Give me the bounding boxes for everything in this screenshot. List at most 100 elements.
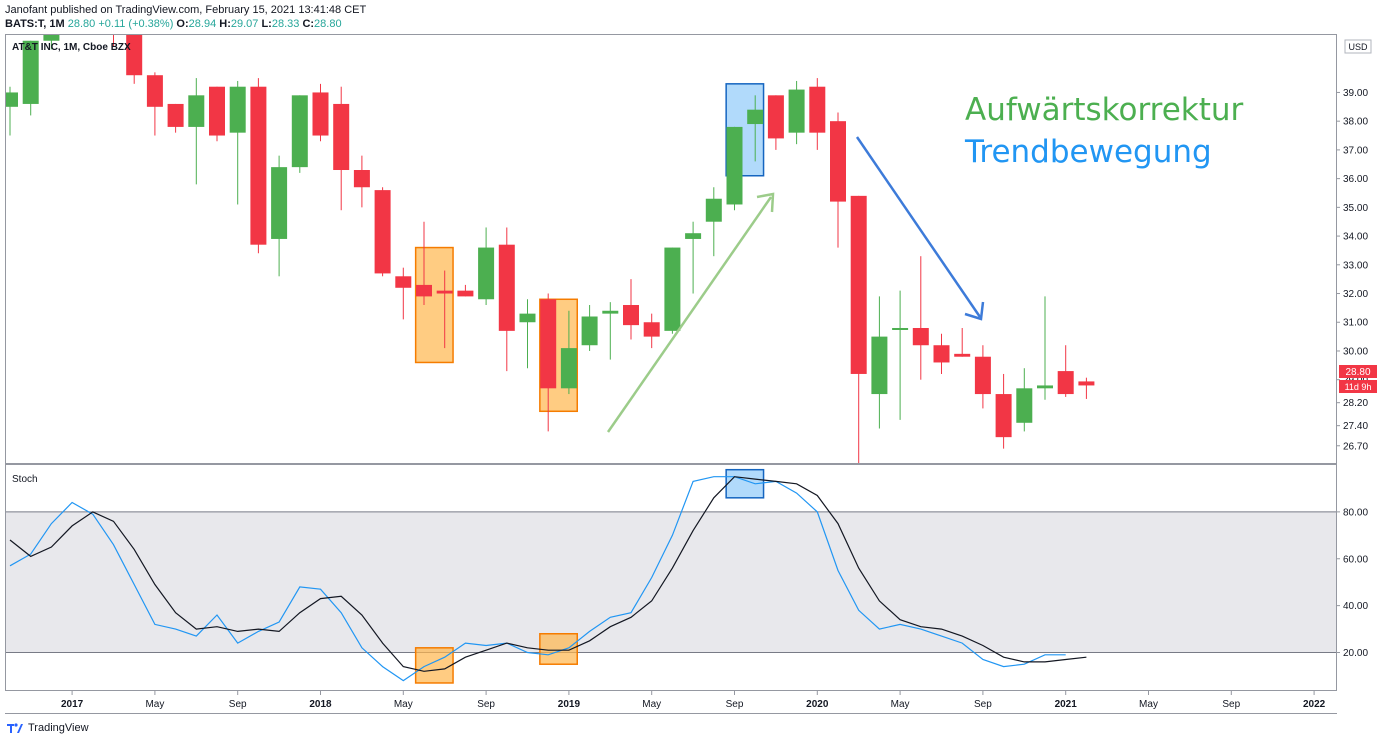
last-price-badge	[1339, 365, 1377, 378]
candle-body	[974, 356, 991, 395]
stoch-k-line	[9, 476, 1066, 682]
price-tick-label: 32.00	[1343, 289, 1368, 300]
price-tick-label: 27.40	[1343, 421, 1368, 432]
annotation-green-text: Aufwärtskorrektur	[965, 92, 1244, 128]
time-tick-label: Sep	[477, 699, 495, 710]
annotation-blue-text: Trendbewegung	[965, 134, 1212, 170]
candle-body	[892, 327, 909, 330]
candle-body	[291, 95, 308, 168]
blue-arrow-line	[855, 136, 982, 318]
price-axis: 39.00 38.00 37.00 36.00 35.00 34.00 33.00 32.00…	[1336, 88, 1368, 452]
stoch-d-line	[9, 476, 1087, 672]
open-label: O:	[176, 18, 189, 30]
price-tick-label: 39.00	[1343, 88, 1368, 99]
high-value: 29.07	[230, 18, 259, 30]
candle-body	[250, 86, 267, 245]
candle-body	[478, 247, 495, 300]
candle-body	[788, 89, 805, 133]
candle-body	[6, 92, 18, 107]
green-arrow-head	[756, 192, 775, 213]
candle-body	[623, 305, 639, 326]
time-tick-label: Sep	[726, 699, 744, 710]
stoch-tick-label: 60.00	[1343, 554, 1368, 565]
price-tick-label: 36.00	[1343, 174, 1368, 185]
price-pane-title: AT&T INC, 1M, Cboe BZX	[12, 42, 131, 53]
candle-body	[146, 75, 163, 107]
candle-body	[747, 109, 764, 125]
candle-body	[871, 336, 888, 395]
candle-body	[167, 103, 184, 127]
candle-body	[685, 233, 702, 239]
candle-body	[188, 95, 205, 127]
candle-body	[726, 126, 743, 205]
open-value: 28.94	[188, 18, 217, 30]
candle-body	[43, 35, 60, 41]
candles	[6, 35, 1095, 463]
price-tick-label: 37.00	[1343, 145, 1368, 156]
price-tick-label: 35.00	[1343, 203, 1368, 214]
candle-body	[498, 244, 515, 331]
candle-body	[664, 247, 681, 331]
candle-body	[457, 290, 474, 297]
stoch-pane-title: Stoch	[12, 474, 38, 485]
high-label: H:	[219, 18, 231, 30]
price-tick-label: 26.70	[1343, 441, 1368, 452]
candle-body	[353, 170, 370, 188]
tradingview-logo-icon	[7, 723, 23, 733]
footer: TradingView	[6, 722, 89, 734]
price-tick-label: 31.00	[1343, 318, 1368, 329]
candle-body	[705, 198, 722, 222]
symbol-line: BATS:T, 1M 28.80 +0.11 (+0.38%) O:28.94 …	[5, 17, 366, 31]
candle-body	[22, 40, 39, 104]
stoch-pane-frame	[5, 464, 1337, 691]
low-value: 28.33	[271, 18, 300, 30]
stoch-band	[6, 511, 1336, 653]
price-tick-label: 33.00	[1343, 260, 1368, 271]
candle-body	[643, 322, 660, 337]
countdown-badge	[1339, 380, 1377, 393]
stoch-lines	[9, 476, 1087, 682]
countdown-label: 11d 9h	[1345, 382, 1372, 392]
candle-body	[374, 190, 391, 274]
orange-marker-box	[414, 647, 454, 684]
time-tick-label: Sep	[974, 699, 992, 710]
candle-body	[933, 345, 950, 363]
candle-body	[395, 276, 412, 288]
price-tick-label: 34.00	[1343, 232, 1368, 243]
candle-body	[126, 35, 143, 76]
candle-body	[581, 316, 598, 346]
time-tick-label: May	[891, 699, 910, 710]
stoch-tick-label: 20.00	[1343, 648, 1368, 659]
candle-body	[809, 86, 826, 133]
candle-body	[1057, 371, 1074, 395]
published-line: Janofant published on TradingView.com, F…	[5, 4, 367, 16]
time-tick-label: May	[145, 699, 164, 710]
candle-body	[416, 284, 432, 297]
time-tick-label: 2017	[61, 699, 84, 710]
time-tick-label: Sep	[1222, 699, 1240, 710]
candle-body	[312, 92, 329, 136]
candle-body	[767, 95, 784, 139]
last-price-label: 28.80	[1345, 367, 1370, 378]
candle-body	[560, 348, 577, 389]
candle-body	[602, 310, 619, 314]
time-tick-label: May	[394, 699, 413, 710]
stoch-tick-label: 40.00	[1343, 601, 1368, 612]
price-tick-label: 28.20	[1343, 398, 1368, 409]
last-value: 28.80	[67, 18, 96, 30]
candle-body	[912, 327, 929, 346]
candle-body	[229, 86, 246, 133]
time-tick-label: Sep	[229, 699, 247, 710]
candle-body	[954, 353, 971, 357]
price-tick-label: 38.00	[1343, 117, 1368, 128]
currency-badge	[1344, 39, 1372, 54]
change-value: +0.11 (+0.38%)	[98, 18, 174, 30]
time-tick-label: 2022	[1303, 699, 1326, 710]
candle-body	[850, 195, 867, 374]
candle-body	[540, 299, 557, 389]
close-label: C:	[302, 18, 315, 30]
candle-body	[209, 86, 225, 136]
close-value: 28.80	[314, 18, 342, 30]
stoch-tick-label: 80.00	[1343, 507, 1368, 518]
